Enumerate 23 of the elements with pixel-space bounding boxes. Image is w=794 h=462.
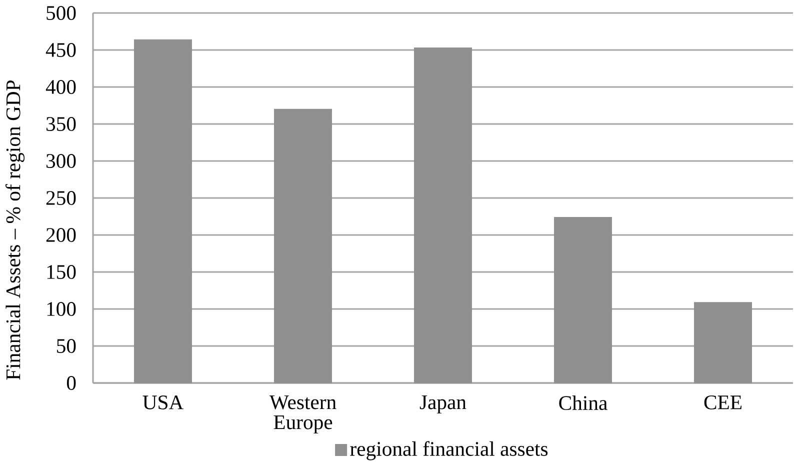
x-tick-label: China [559,395,608,410]
y-tick-label: 400 [46,80,76,94]
y-tick-label: 150 [47,265,76,279]
x-tick-label: CEE [704,396,742,410]
y-tick-label: 350 [46,117,76,131]
y-tick-label: 500 [46,6,76,20]
y-tick-label: 450 [46,43,76,57]
bar [274,108,332,384]
bar [554,216,612,384]
bar [694,302,752,384]
x-tick-label: USA [142,396,184,410]
y-tick-label: 50 [57,339,76,353]
x-tick-label: Japan [420,395,466,414]
bar [134,39,192,384]
x-tick-label: Western Europe [269,395,336,434]
y-tick-label: 250 [46,191,76,205]
bar [414,48,472,384]
y-axis-title: Financial Assets – % of region GDP [6,80,25,380]
y-tick-label: 0 [66,376,76,390]
legend-label: regional financial assets [350,441,548,460]
y-tick-label: 200 [46,228,76,242]
y-tick-label: 300 [46,154,76,168]
y-tick-label: 100 [47,302,76,316]
